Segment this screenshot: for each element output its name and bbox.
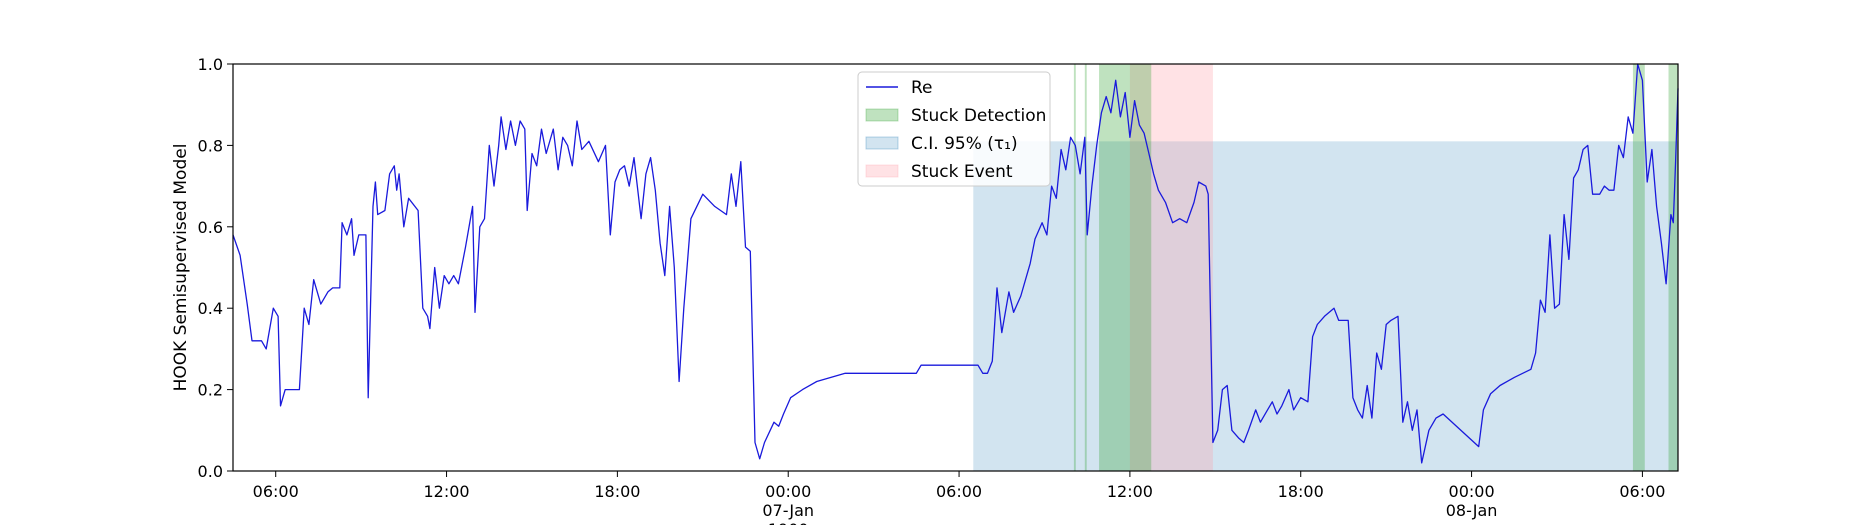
stuck-detection-span [1073,64,1076,471]
stuck-detection-span [1084,64,1087,471]
plot-frame [232,63,1679,472]
x-tick-label: 06:00 [936,482,982,501]
legend-label: Stuck Event [911,162,1013,182]
x-tick-label: 00:00 [1449,482,1495,501]
legend-swatch-patch [865,136,899,150]
x-tick-label: 00:00 [765,482,811,501]
legend-label: Re [911,78,933,98]
x-tick-label: 08-Jan [1446,501,1498,520]
x-axis: 06:0012:0018:0000:0007-Jan190006:0012:00… [253,471,1665,525]
legend-box [857,71,1051,187]
y-axis: 0.0 0.2 0.4 0.6 0.8 1.0 [198,55,233,481]
series-group [232,63,1679,464]
x-tick-label: 1900 [768,520,809,525]
legend-label: Stuck Detection [911,106,1046,126]
x-tick-label: 12:00 [1107,482,1153,501]
y-tick-label: 1.0 [198,55,223,74]
x-tick-label: 18:00 [594,482,640,501]
x-tick-label: 06:00 [253,482,299,501]
stuck-detection-span [1632,64,1645,471]
x-tick-label: 06:00 [1619,482,1665,501]
y-tick-label: 0.0 [198,462,223,481]
x-tick-label: 07-Jan [762,501,814,520]
y-axis-label: HOOK Semisupervised Model [171,144,191,392]
stuck-detection-span [1099,64,1152,471]
x-tick-label: 12:00 [423,482,469,501]
series-line-re [232,63,1679,464]
y-tick-label: 0.8 [198,136,223,155]
x-tick-label: 18:00 [1278,482,1324,501]
legend-label: C.I. 95% (τ₁) [911,134,1018,154]
y-tick-label: 0.4 [198,299,223,318]
legend-swatch-patch [865,108,899,122]
legend: Re Stuck Detection C.I. 95% (τ₁) Stuck Even… [857,71,1051,187]
y-tick-label: 0.6 [198,218,223,237]
stuck-detection-span [1668,64,1678,471]
y-tick-label: 0.2 [198,381,223,400]
legend-swatch-patch [865,164,899,178]
